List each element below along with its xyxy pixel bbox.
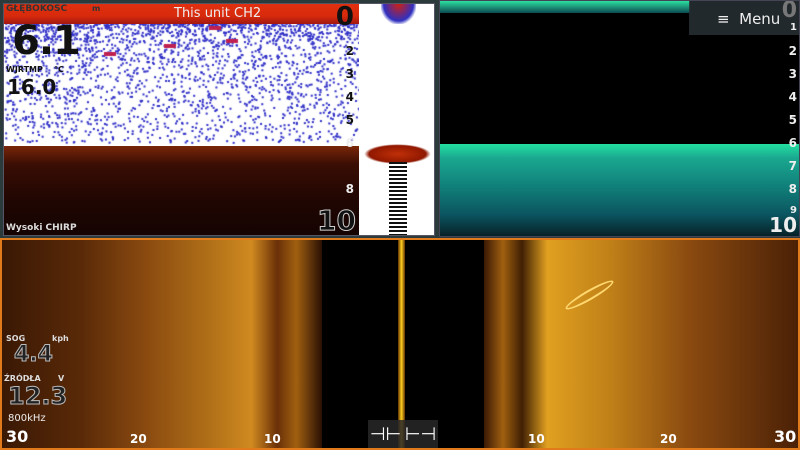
temp-value: 16.0: [7, 75, 57, 99]
range-left-20: 20: [130, 432, 147, 446]
frequency-label: 800kHz: [8, 413, 46, 424]
range-bottom: 10: [769, 213, 797, 237]
depth-label: GŁĘBOKOŚĆ: [6, 4, 68, 14]
depth-tick: 4: [345, 90, 354, 104]
sog-label: SOG: [6, 334, 26, 343]
bottom-echo: [4, 146, 359, 235]
depth-unit: m: [92, 4, 101, 13]
bottom-echo: [440, 144, 799, 236]
range-right-10: 10: [528, 432, 545, 446]
surface-clutter: [4, 4, 359, 24]
range-right-30: 30: [774, 427, 797, 446]
temp-unit: °C: [54, 65, 64, 74]
collapse-icon[interactable]: ⊣⊢: [369, 423, 402, 445]
range-top: 0: [335, 3, 354, 32]
flasher-bar: [359, 4, 434, 235]
sidescan-panel[interactable]: SOG kph 4.4 ŹRÓDŁA V 12.3 800kHz 30 20 1…: [0, 238, 800, 450]
source-label: This unit CH2: [174, 6, 262, 21]
depth-tick: 6: [788, 136, 797, 150]
depth-tick: 1: [790, 22, 797, 33]
depth-value: 6.1: [12, 18, 81, 64]
frequency-label: Wysoki CHIRP: [6, 223, 77, 233]
range-right-20: 20: [660, 432, 677, 446]
sog-unit: kph: [52, 334, 69, 343]
depth-tick: 3: [345, 67, 354, 81]
sidescan-left: [2, 240, 322, 448]
surface-line: [398, 240, 405, 448]
range-top: 0: [781, 0, 797, 23]
voltage-value: 12.3: [7, 382, 68, 411]
range-bottom: 10: [317, 204, 357, 236]
range-left-10: 10: [264, 432, 281, 446]
surface-echo: [440, 1, 690, 13]
voltage-unit: V: [58, 374, 65, 383]
depth-tick: 8: [345, 182, 354, 196]
downscan-panel[interactable]: ≡ Menu 0 1 2 3 4 5 6 7 8 9 10: [439, 0, 800, 237]
sidescan-right: [484, 240, 798, 448]
expand-icon[interactable]: ⊢⊣: [404, 423, 437, 445]
sonar-2d-panel[interactable]: GŁĘBOKOŚĆ m This unit CH2 6.1 WJRTMP °C …: [3, 3, 435, 236]
sonar-echo-returns: [4, 4, 359, 149]
depth-tick: 5: [788, 113, 797, 127]
temp-label: WJRTMP: [6, 65, 43, 74]
depth-tick: 7: [788, 159, 797, 173]
menu-label: Menu: [739, 10, 781, 28]
depth-tick: 8: [788, 182, 797, 196]
depth-tick: 3: [788, 67, 797, 81]
range-left-30: 30: [6, 427, 29, 446]
depth-tick: 2: [788, 44, 797, 58]
voltage-label: ŹRÓDŁA: [4, 374, 41, 383]
depth-tick: 6: [345, 136, 354, 150]
depth-tick: 9: [790, 205, 797, 216]
depth-tick: 2: [345, 44, 354, 58]
depth-tick: 4: [788, 90, 797, 104]
hamburger-icon: ≡: [717, 10, 730, 28]
sog-value: 4.4: [14, 342, 54, 368]
menu-button[interactable]: ≡ Menu: [689, 1, 799, 35]
depth-tick: 5: [345, 113, 354, 127]
